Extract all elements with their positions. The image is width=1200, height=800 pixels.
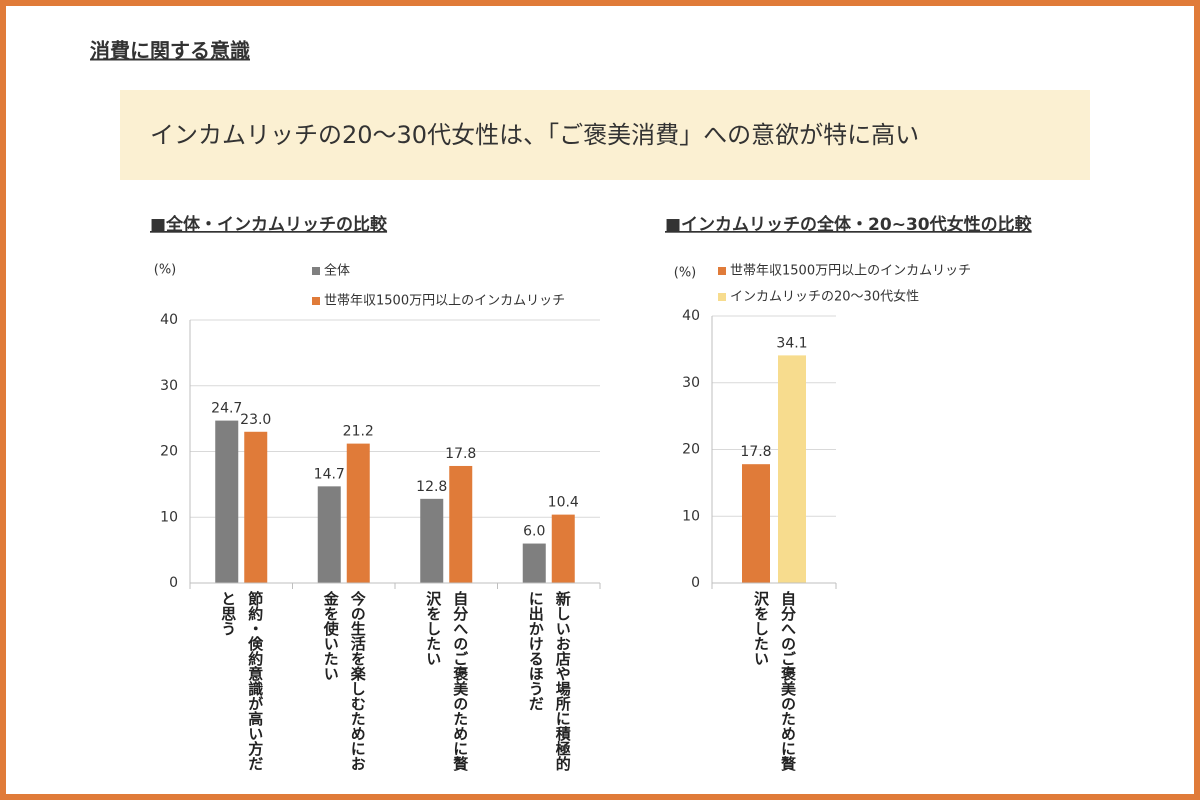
legend-label: 世帯年収1500万円以上のインカムリッチ	[730, 264, 971, 279]
value-label: 10.4	[548, 495, 579, 511]
y-tick-label: 40	[160, 312, 178, 328]
chart-title: ■全体・インカムリッチの比較	[150, 214, 388, 235]
value-label: 17.8	[740, 444, 771, 460]
y-unit: (%)	[674, 266, 697, 281]
y-tick-label: 0	[169, 575, 178, 591]
legend-marker	[312, 267, 320, 275]
bar	[449, 465, 473, 583]
y-tick-label: 0	[691, 575, 700, 591]
legend-label: インカムリッチの20～30代女性	[730, 289, 919, 305]
bar	[317, 486, 341, 583]
value-label: 14.7	[314, 466, 345, 482]
y-tick-label: 30	[682, 375, 700, 391]
bar	[420, 498, 444, 583]
chart-title: ■インカムリッチの全体・20~30代女性の比較	[665, 214, 1033, 235]
value-label: 6.0	[523, 524, 545, 540]
value-label: 24.7	[211, 401, 242, 417]
banner-box	[120, 90, 1090, 180]
x-tick-label: 自分へのご褒美のために贅沢をしたい	[752, 591, 797, 771]
y-tick-label: 30	[160, 378, 178, 394]
bar	[522, 543, 546, 583]
y-tick-label: 20	[160, 444, 178, 460]
x-tick-label: 今の生活を楽しむためにお金を使いたい	[321, 591, 367, 771]
legend-marker	[718, 293, 726, 301]
bar	[742, 464, 770, 583]
value-label: 17.8	[445, 446, 476, 462]
page-title: 消費に関する意識	[90, 39, 250, 63]
y-tick-label: 10	[160, 509, 178, 525]
x-tick-label: 節約・倹約意識が高い方だと思う	[219, 591, 265, 771]
y-unit: (%)	[154, 263, 177, 278]
y-tick-label: 10	[682, 508, 700, 524]
bar	[551, 514, 575, 583]
legend-marker	[718, 267, 726, 275]
value-label: 21.2	[343, 424, 374, 440]
value-label: 34.1	[776, 335, 807, 351]
banner-text: インカムリッチの20～30代女性は、「ご褒美消費」への意欲が特に高い	[150, 121, 919, 149]
legend-label: 全体	[324, 263, 350, 279]
bar	[778, 355, 806, 583]
y-tick-label: 40	[682, 308, 700, 324]
y-tick-label: 20	[682, 442, 700, 458]
legend-marker	[312, 297, 320, 305]
bar	[244, 431, 268, 583]
x-tick-label: 自分へのご褒美のために贅沢をしたい	[424, 591, 470, 771]
x-tick-label: 新しいお店や場所に積極的に出かけるほうだ	[526, 591, 572, 771]
value-label: 12.8	[416, 479, 447, 495]
value-label: 23.0	[240, 412, 271, 428]
bar	[346, 443, 370, 583]
legend-label: 世帯年収1500万円以上のインカムリッチ	[324, 294, 565, 309]
bar	[215, 420, 239, 583]
